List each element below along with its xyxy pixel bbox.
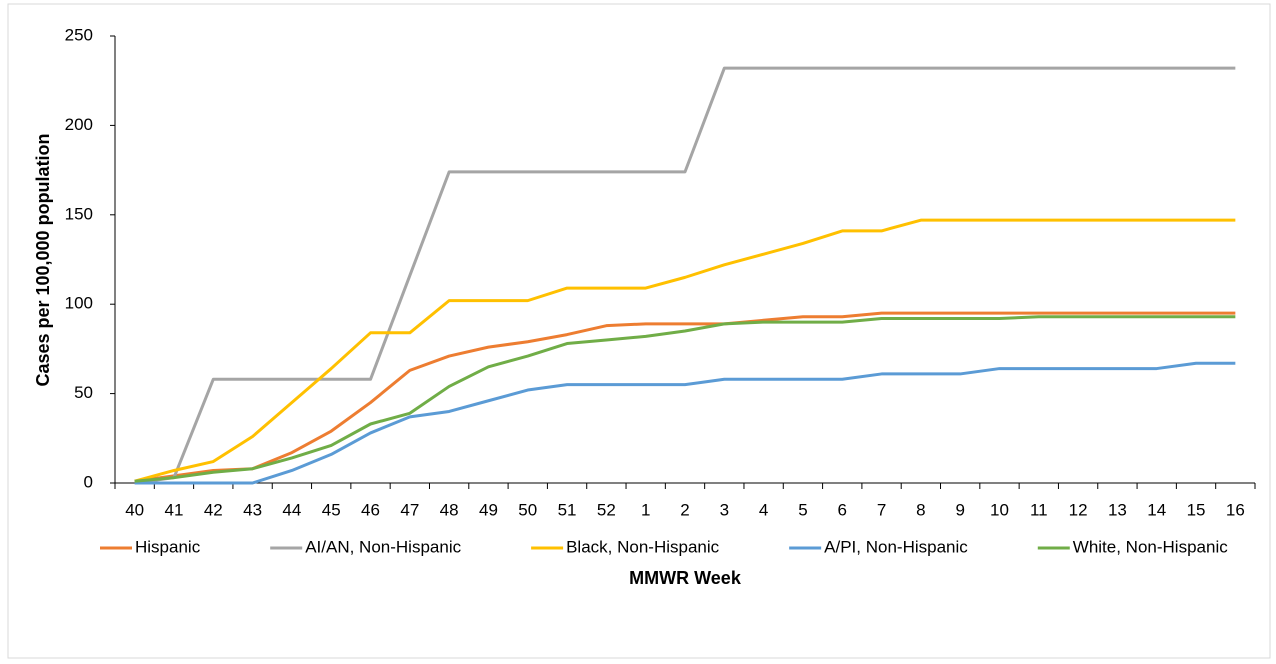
x-tick-label: 8 bbox=[916, 500, 925, 519]
x-tick-label: 4 bbox=[759, 500, 768, 519]
x-tick-label: 6 bbox=[838, 500, 847, 519]
series-line bbox=[134, 315, 1236, 483]
x-tick-label: 14 bbox=[1147, 500, 1166, 519]
series-line bbox=[134, 311, 1236, 483]
x-tick-label: 11 bbox=[1030, 500, 1048, 519]
chart-border bbox=[7, 3, 1271, 659]
legend-label: Hispanic bbox=[135, 537, 201, 556]
x-axis-label: MMWR Week bbox=[629, 568, 742, 588]
y-tick-label: 50 bbox=[74, 383, 93, 402]
y-tick-label: 200 bbox=[65, 115, 93, 134]
x-tick-label: 49 bbox=[479, 500, 498, 519]
x-tick-label: 50 bbox=[518, 500, 537, 519]
x-tick-label: 44 bbox=[282, 500, 301, 519]
x-tick-label: 41 bbox=[165, 500, 184, 519]
x-tick-label: 46 bbox=[361, 500, 380, 519]
x-tick-label: 45 bbox=[322, 500, 341, 519]
x-tick-label: 13 bbox=[1108, 500, 1127, 519]
x-tick-label: 52 bbox=[597, 500, 616, 519]
x-tick-label: 43 bbox=[243, 500, 262, 519]
series-line bbox=[134, 361, 1236, 485]
x-tick-label: 10 bbox=[990, 500, 1009, 519]
x-tick-label: 7 bbox=[877, 500, 886, 519]
legend-label: AI/AN, Non-Hispanic bbox=[305, 537, 461, 556]
y-axis-label: Cases per 100,000 population bbox=[33, 133, 53, 386]
x-tick-label: 1 bbox=[641, 500, 650, 519]
legend-label: Black, Non-Hispanic bbox=[566, 537, 720, 556]
series-line bbox=[134, 218, 1236, 483]
x-tick-label: 51 bbox=[558, 500, 577, 519]
x-tick-label: 3 bbox=[720, 500, 729, 519]
x-tick-label: 40 bbox=[125, 500, 144, 519]
x-tick-label: 47 bbox=[400, 500, 419, 519]
x-tick-label: 9 bbox=[955, 500, 964, 519]
x-tick-label: 5 bbox=[798, 500, 807, 519]
x-tick-label: 42 bbox=[204, 500, 223, 519]
x-tick-label: 2 bbox=[680, 500, 689, 519]
x-tick-label: 12 bbox=[1069, 500, 1088, 519]
legend-label: White, Non-Hispanic bbox=[1073, 537, 1228, 556]
y-tick-label: 150 bbox=[65, 204, 93, 223]
y-tick-label: 0 bbox=[84, 472, 93, 491]
x-tick-label: 16 bbox=[1226, 500, 1245, 519]
x-tick-label: 48 bbox=[440, 500, 459, 519]
y-tick-label: 250 bbox=[65, 25, 93, 44]
y-tick-label: 100 bbox=[65, 294, 93, 313]
legend-label: A/PI, Non-Hispanic bbox=[824, 537, 968, 556]
x-tick-label: 15 bbox=[1187, 500, 1206, 519]
